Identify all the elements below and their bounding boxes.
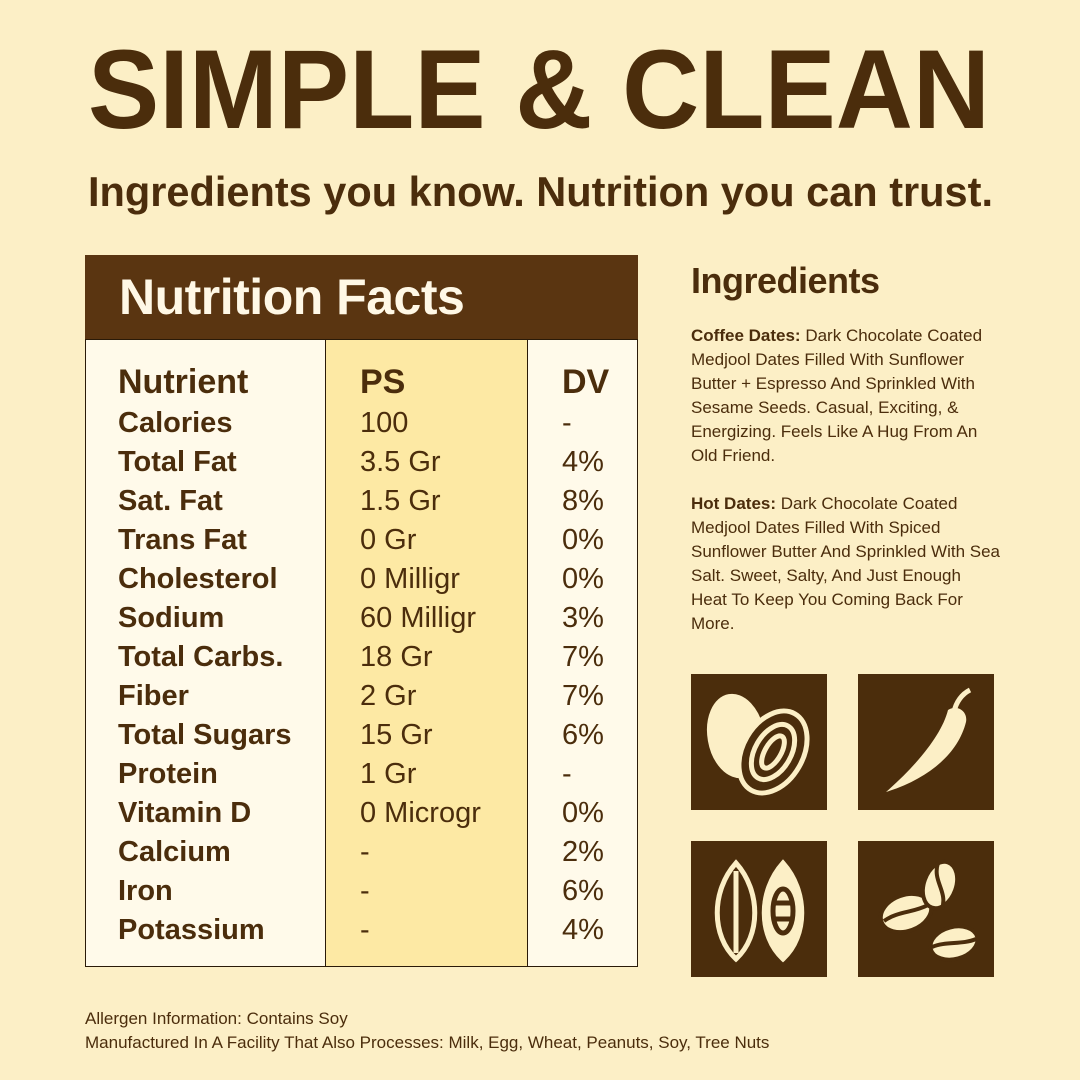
column-bg (85, 339, 326, 967)
nutrition-table: Nutrient PS DV Calories 100 - Total Fat 3.5 Gr 4… (85, 360, 638, 950)
cell: 0% (562, 524, 604, 556)
column-header: Nutrient (118, 362, 249, 401)
cell: - (360, 836, 370, 868)
cell: 7% (562, 641, 604, 673)
nutrition-title: Nutrition Facts (85, 255, 638, 339)
cell: 0% (562, 797, 604, 829)
cell: Total Sugars (118, 719, 292, 751)
ingredient-text: Dark Chocolate Coated Medjool Dates Fill… (691, 494, 1000, 633)
nutrient-row: Total Carbs. 18 Gr 7% (85, 638, 638, 677)
cell: Calories (118, 407, 233, 439)
nutrient-row: Sat. Fat 1.5 Gr 8% (85, 482, 638, 521)
cell: Total Carbs. (118, 641, 284, 673)
cell: Vitamin D (118, 797, 252, 829)
footer-line: Allergen Information: Contains Soy (85, 1009, 348, 1028)
cell: 6% (562, 719, 604, 751)
cacao-icon (691, 841, 827, 977)
ingredient-item: Hot Dates: Dark Chocolate Coated Medjool… (691, 492, 1001, 636)
cell: Trans Fat (118, 524, 247, 556)
cell: 1.5 Gr (360, 485, 441, 517)
cell: Sat. Fat (118, 485, 223, 517)
nutrient-row: Cholesterol 0 Milligr 0% (85, 560, 638, 599)
nutrient-row: Iron - 6% (85, 872, 638, 911)
nutrient-row: Total Sugars 15 Gr 6% (85, 716, 638, 755)
cell: 0 Gr (360, 524, 417, 556)
cell: Total Fat (118, 446, 237, 478)
nutrient-row: Sodium 60 Milligr 3% (85, 599, 638, 638)
ingredients-title: Ingredients (691, 260, 880, 301)
cell: 4% (562, 446, 604, 478)
nutrient-row: Calories 100 - (85, 404, 638, 443)
cell: - (360, 914, 370, 946)
cell: 2% (562, 836, 604, 868)
cell: 60 Milligr (360, 602, 477, 634)
cell: Fiber (118, 680, 189, 712)
cell: - (562, 758, 572, 790)
nutrient-row: Calcium - 2% (85, 833, 638, 872)
footer-line: Manufactured In A Facility That Also Pro… (85, 1033, 770, 1052)
column-header: PS (360, 362, 406, 401)
cell: 7% (562, 680, 604, 712)
cell: 3% (562, 602, 604, 634)
cell: 6% (562, 875, 604, 907)
cell: Sodium (118, 602, 225, 634)
cell: 3.5 Gr (360, 446, 441, 478)
cell: Protein (118, 758, 218, 790)
header: SIMPLE & CLEAN Ingredients you know. Nut… (88, 27, 993, 215)
nutrient-row: Total Fat 3.5 Gr 4% (85, 443, 638, 482)
cell: Iron (118, 875, 173, 907)
cell: - (562, 407, 572, 439)
column-bg (527, 339, 638, 967)
cell: Calcium (118, 836, 231, 868)
title: SIMPLE & CLEAN (88, 27, 990, 152)
cell: Cholesterol (118, 563, 278, 595)
cell: - (360, 875, 370, 907)
coffee-icon (858, 841, 994, 977)
cell: 2 Gr (360, 680, 417, 712)
nutrient-row: Potassium - 4% (85, 911, 638, 950)
header-row: Nutrient PS DV (85, 360, 638, 404)
cell: Potassium (118, 914, 265, 946)
cell: 0% (562, 563, 604, 595)
cell: 8% (562, 485, 604, 517)
cell: 100 (360, 407, 409, 439)
cell: 15 Gr (360, 719, 433, 751)
dates-icon (691, 674, 827, 810)
ingredient-item: Coffee Dates: Dark Chocolate Coated Medj… (691, 324, 1001, 468)
column-header: DV (562, 362, 610, 401)
ingredient-text: Dark Chocolate Coated Medjool Dates Fill… (691, 326, 983, 465)
ingredient-name: Hot Dates: (691, 494, 777, 513)
subtitle: Ingredients you know. Nutrition you can … (88, 168, 993, 215)
cell: 0 Microgr (360, 797, 481, 829)
cell: 0 Milligr (360, 563, 460, 595)
pepper-icon (858, 674, 994, 810)
nutrient-row: Trans Fat 0 Gr 0% (85, 521, 638, 560)
cell: 18 Gr (360, 641, 433, 673)
nutrient-row: Fiber 2 Gr 7% (85, 677, 638, 716)
cell: 4% (562, 914, 604, 946)
ingredient-name: Coffee Dates: (691, 326, 801, 345)
nutrient-row: Protein 1 Gr - (85, 755, 638, 794)
cell: 1 Gr (360, 758, 417, 790)
nutrient-row: Vitamin D 0 Microgr 0% (85, 794, 638, 833)
column-bg (325, 339, 528, 967)
